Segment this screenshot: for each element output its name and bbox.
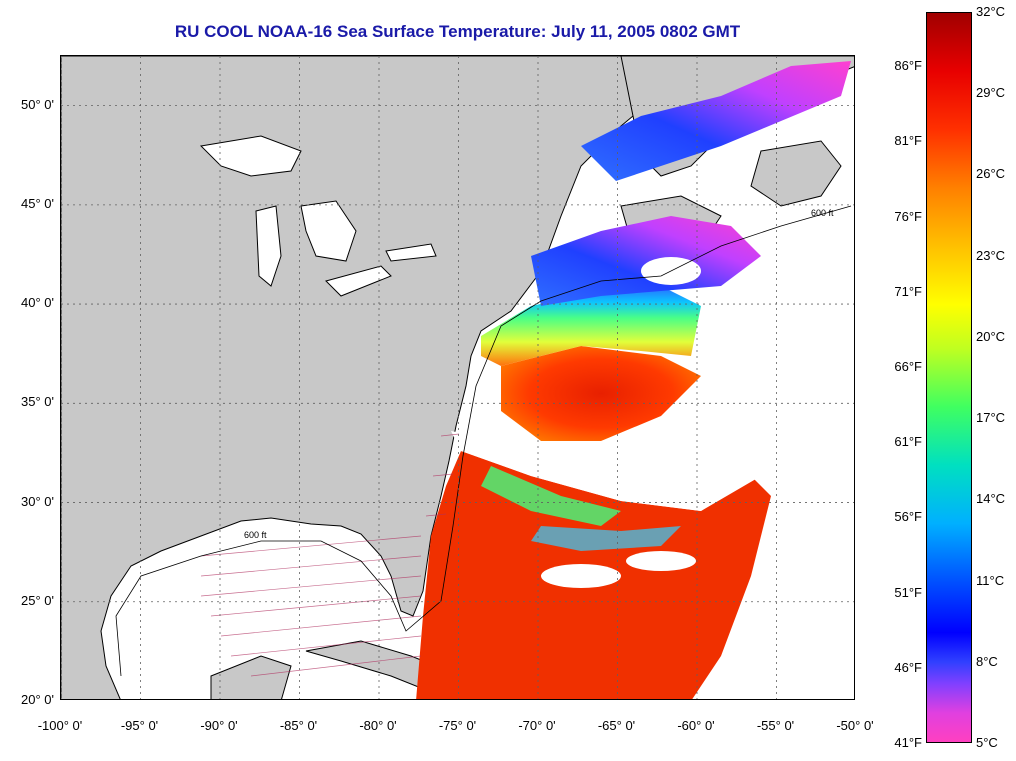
north-america-land xyxy=(61,56,762,699)
temperature-colorbar xyxy=(926,12,972,743)
lon-tick-label: -70° 0' xyxy=(518,718,556,733)
yucatan-land xyxy=(210,655,292,699)
colorbar-celsius-label: 20°C xyxy=(976,328,1006,344)
sst-transition-cyan xyxy=(531,526,681,551)
lon-tick-label: -80° 0' xyxy=(359,718,397,733)
sst-transition-green xyxy=(481,466,621,526)
cloud-patch-1 xyxy=(541,564,621,588)
lake-ontario xyxy=(385,243,437,262)
sst-shelf-gradient xyxy=(481,286,701,366)
lat-tick-label: 30° 0' xyxy=(21,493,54,509)
colorbar-fahrenheit-label: 41°F xyxy=(894,735,922,750)
colorbar-celsius-label: 32°C xyxy=(976,4,1006,19)
swath-lines xyxy=(200,433,460,677)
lon-tick-label: -50° 0' xyxy=(836,718,874,733)
sst-saint-lawrence xyxy=(581,61,851,181)
lat-tick-label: 40° 0' xyxy=(21,295,54,311)
newfoundland-land xyxy=(750,140,842,207)
sst-layer xyxy=(416,61,851,699)
great-lakes xyxy=(199,135,437,297)
lat-tick-label: 20° 0' xyxy=(21,692,54,707)
sst-gulf-of-maine xyxy=(531,216,761,306)
map-title: RU COOL NOAA-16 Sea Surface Temperature:… xyxy=(174,22,741,41)
lon-tick-label: -60° 0' xyxy=(677,718,715,733)
sst-gulf-stream-core xyxy=(501,346,701,441)
sst-map-canvas: 600 ft 600 ft xyxy=(61,56,854,699)
cloud-layer xyxy=(451,257,781,588)
colorbar-fahrenheit-label: 76°F xyxy=(894,208,922,224)
isobath-label-1: 600 ft xyxy=(244,530,267,540)
lon-tick-label: -90° 0' xyxy=(200,718,238,733)
colorbar-fahrenheit-label: 46°F xyxy=(894,659,922,675)
lat-tick-label: 35° 0' xyxy=(21,394,54,410)
colorbar-celsius-label: 23°C xyxy=(976,247,1006,263)
lon-tick-label: -85° 0' xyxy=(279,718,318,733)
cloud-patch-2 xyxy=(626,551,696,571)
lon-tick-label: -65° 0' xyxy=(597,718,636,733)
lon-tick-label: -55° 0' xyxy=(756,718,795,733)
colorbar-celsius-label: 14°C xyxy=(976,491,1006,507)
colorbar-fahrenheit-label: 81°F xyxy=(894,133,922,149)
sst-map[interactable]: 600 ft 600 ft xyxy=(60,55,855,700)
lake-erie xyxy=(325,265,392,297)
lon-tick-label: -75° 0' xyxy=(438,718,477,733)
colorbar-fahrenheit-label: 66°F xyxy=(894,358,922,374)
colorbar-celsius-label: 8°C xyxy=(976,653,998,669)
colorbar-fahrenheit-label: 51°F xyxy=(894,584,922,600)
colorbar-celsius-label: 11°C xyxy=(976,572,1005,588)
isobath-label-2: 600 ft xyxy=(811,208,834,218)
colorbar-celsius-label: 17°C xyxy=(976,410,1006,426)
lake-huron xyxy=(300,200,357,262)
colorbar-celsius-label: 29°C xyxy=(976,85,1006,101)
colorbar-celsius-label: 26°C xyxy=(976,166,1006,182)
cloud-band-mid xyxy=(451,416,781,511)
grid-lines xyxy=(61,56,854,699)
colorbar-fahrenheit-label: 86°F xyxy=(894,58,922,74)
isobath-600ft xyxy=(115,205,852,677)
lat-tick-label: 50° 0' xyxy=(21,96,54,112)
lake-superior xyxy=(199,135,302,177)
lon-tick-label: -100° 0' xyxy=(37,718,83,733)
colorbar-celsius-label: 5°C xyxy=(976,735,998,750)
lake-michigan xyxy=(255,205,282,287)
colorbar-fahrenheit-label: 56°F xyxy=(894,509,922,525)
colorbar-fahrenheit-label: 71°F xyxy=(894,283,922,299)
lon-tick-label: -95° 0' xyxy=(120,718,159,733)
colorbar-fahrenheit-label: 61°F xyxy=(894,434,922,450)
lat-tick-label: 45° 0' xyxy=(21,195,54,211)
lat-tick-label: 25° 0' xyxy=(21,592,54,608)
